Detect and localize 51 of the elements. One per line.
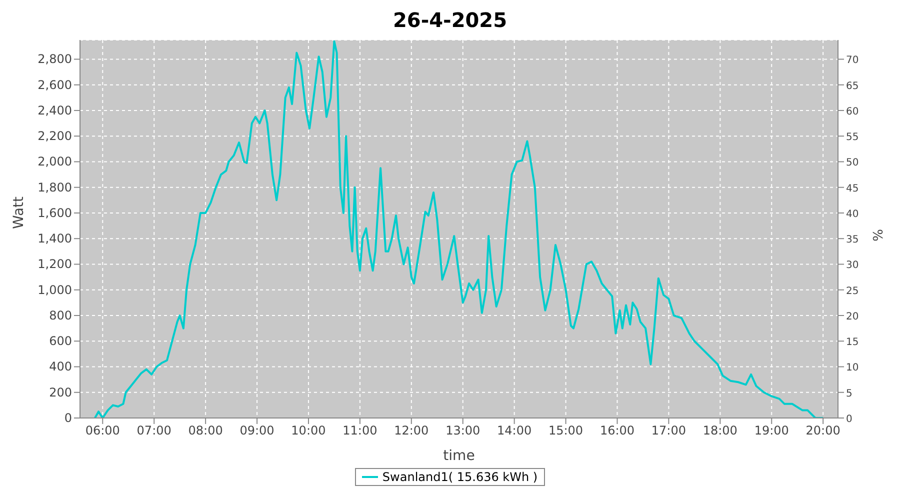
legend-label: Swanland1( 15.636 kWh ) bbox=[382, 470, 538, 484]
x-tick-label: 10:00 bbox=[291, 424, 326, 438]
y2-tick-label: 50 bbox=[846, 158, 859, 169]
x-tick-label: 14:00 bbox=[497, 424, 532, 438]
y-tick-label: 2,400 bbox=[38, 103, 72, 118]
y-tick-label: 1,800 bbox=[38, 180, 72, 194]
y-tick-label: 400 bbox=[49, 360, 72, 374]
x-axis-title: time bbox=[443, 448, 475, 464]
y2-tick-label: 40 bbox=[846, 208, 859, 220]
y2-tick-label: 5 bbox=[846, 388, 852, 400]
y2-tick-label: 15 bbox=[846, 337, 859, 348]
y2-tick-label: 20 bbox=[846, 311, 859, 322]
y-tick-label: 2,200 bbox=[38, 129, 72, 144]
y2-tick-label: 45 bbox=[846, 183, 859, 194]
y-tick-label: 600 bbox=[49, 334, 72, 348]
y-tick-label: 0 bbox=[64, 411, 72, 425]
y2-tick-label: 10 bbox=[846, 362, 859, 374]
y-tick-label: 2,800 bbox=[38, 52, 72, 66]
y-axis-title: Watt bbox=[10, 196, 27, 229]
y2-tick-label: 60 bbox=[846, 106, 859, 118]
y-tick-label: 1,200 bbox=[38, 257, 72, 272]
x-tick-label: 18:00 bbox=[702, 424, 738, 438]
x-tick-label: 07:00 bbox=[136, 424, 172, 438]
y-tick-label: 2,600 bbox=[38, 78, 72, 92]
line-series bbox=[94, 40, 824, 418]
x-tick-label: 12:00 bbox=[394, 424, 429, 438]
y-tick-label: 200 bbox=[49, 385, 72, 400]
x-tick-label: 08:00 bbox=[188, 424, 223, 438]
y2-tick-label: 65 bbox=[846, 80, 859, 92]
y2-tick-label: 0 bbox=[846, 414, 852, 425]
y2-tick-label: 30 bbox=[846, 260, 859, 272]
y2-tick-label: 55 bbox=[846, 132, 859, 144]
y-tick-label: 1,400 bbox=[38, 232, 72, 246]
x-tick-label: 11:00 bbox=[342, 424, 378, 438]
x-tick-label: 06:00 bbox=[85, 424, 120, 438]
y2-tick-label: 25 bbox=[846, 286, 859, 297]
y-tick-label: 1,000 bbox=[38, 282, 72, 297]
y-tick-label: 800 bbox=[49, 308, 72, 322]
x-tick-label: 15:00 bbox=[548, 424, 584, 438]
x-tick-label: 09:00 bbox=[240, 424, 274, 438]
x-tick-label: 13:00 bbox=[446, 424, 480, 438]
y2-tick-label: 70 bbox=[846, 55, 859, 66]
x-tick-label: 19:00 bbox=[754, 424, 789, 438]
chart-title: 26-4-2025 bbox=[392, 8, 508, 34]
x-tick-label: 17:00 bbox=[651, 424, 686, 438]
x-tick-label: 20:00 bbox=[806, 424, 840, 438]
y2-tick-label: 35 bbox=[846, 234, 859, 246]
y-tick-label: 1,600 bbox=[38, 206, 72, 220]
x-tick-label: 16:00 bbox=[600, 424, 635, 438]
y2-axis-title: % bbox=[872, 229, 887, 242]
y-tick-label: 2,000 bbox=[38, 154, 72, 169]
